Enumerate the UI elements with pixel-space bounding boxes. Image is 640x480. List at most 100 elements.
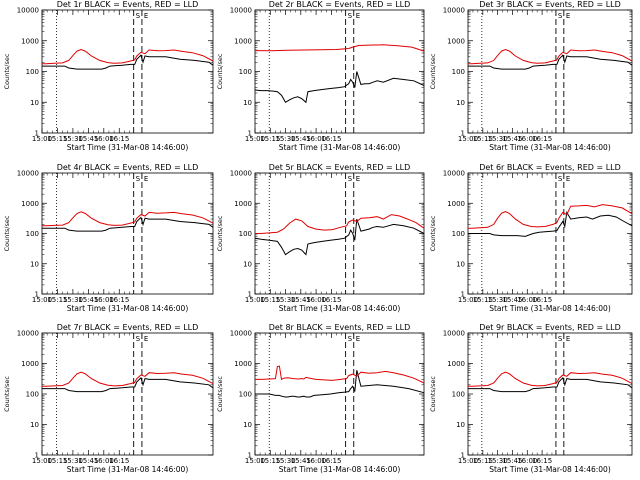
x-tick-label: 15:45 [291, 296, 311, 304]
y-axis-label: Counts/sec [216, 53, 224, 89]
x-tick-label: 15:45 [78, 457, 98, 465]
x-axis-label: Start Time (31-Mar-08 14:46:00) [489, 143, 611, 152]
panel-det-3: Det 3r BLACK = Events, RED = LLD 1 10 100 10… [429, 0, 633, 152]
x-tick-label: 16:15 [321, 296, 341, 304]
y-tick-label: 10000 [443, 7, 465, 15]
lld-series-line [254, 44, 425, 52]
x-tick-label: 15:30 [488, 135, 508, 143]
y-tick-label: 10 [456, 99, 465, 107]
events-series-line [42, 376, 214, 393]
end-marker-label: E [356, 12, 360, 20]
y-tick-label: 1 [35, 452, 39, 460]
x-tick-label: 15:30 [275, 296, 295, 304]
panel-det-7: Det 7r BLACK = Events, RED = LLD 1 10 100 10… [3, 323, 214, 474]
y-tick-label: 10 [243, 260, 252, 268]
start-marker-label: S [348, 175, 353, 183]
y-tick-label: 10000 [17, 330, 39, 338]
y-axis-label: Counts/sec [216, 376, 224, 412]
y-tick-label: 1000 [21, 200, 39, 208]
x-tick-label: 15:45 [502, 296, 522, 304]
end-marker-label: E [566, 175, 570, 183]
panel-det-8: Det 8r BLACK = Events, RED = LLD 1 10 100 10… [216, 323, 425, 474]
panel-title: Det 2r BLACK = Events, RED = LLD [269, 0, 411, 9]
x-tick-label: 15:00 [245, 135, 265, 143]
x-tick-label: 16:00 [517, 135, 537, 143]
events-series-line [42, 54, 214, 70]
panel-det-2: Det 2r BLACK = Events, RED = LLD 1 10 100 10… [216, 0, 425, 152]
y-tick-label: 1 [248, 130, 252, 138]
y-tick-label: 100 [239, 391, 252, 399]
end-marker-label: E [566, 335, 570, 343]
y-tick-label: 100 [239, 230, 252, 238]
y-tick-label: 1000 [447, 200, 465, 208]
y-tick-label: 10 [243, 99, 252, 107]
x-tick-label: 16:00 [94, 296, 114, 304]
end-marker-label: E [144, 175, 148, 183]
events-series-line [42, 216, 214, 232]
lld-series-line [255, 365, 425, 384]
events-series-line [255, 370, 425, 398]
y-tick-label: 100 [452, 391, 465, 399]
y-tick-label: 10000 [230, 7, 252, 15]
events-series-line [254, 71, 425, 104]
x-tick-label: 15:45 [502, 135, 522, 143]
y-tick-label: 1000 [21, 360, 39, 368]
events-series-line [254, 218, 425, 256]
y-tick-label: 10 [456, 260, 465, 268]
x-tick-label: 15:15 [473, 296, 493, 304]
y-tick-label: 1000 [234, 200, 252, 208]
x-tick-label: 15:15 [47, 296, 67, 304]
x-tick-label: 16:15 [109, 135, 129, 143]
y-tick-label: 1 [35, 291, 39, 299]
y-tick-label: 10 [456, 421, 465, 429]
y-tick-label: 1 [461, 291, 465, 299]
panel-det-6: Det 6r BLACK = Events, RED = LLD 1 10 100 10… [429, 163, 633, 313]
x-axis-label: Start Time (31-Mar-08 14:46:00) [67, 304, 189, 313]
x-tick-label: 15:15 [473, 457, 493, 465]
y-tick-label: 10 [30, 421, 39, 429]
y-tick-label: 100 [26, 230, 39, 238]
x-tick-label: 15:30 [488, 296, 508, 304]
y-tick-label: 10000 [17, 170, 39, 178]
x-tick-label: 16:15 [532, 457, 552, 465]
x-tick-label: 15:30 [275, 135, 295, 143]
y-tick-label: 1 [248, 291, 252, 299]
x-tick-label: 15:00 [32, 135, 52, 143]
x-tick-label: 15:15 [260, 457, 280, 465]
y-tick-label: 1000 [21, 37, 39, 45]
x-tick-label: 16:15 [109, 296, 129, 304]
x-tick-label: 15:15 [260, 135, 280, 143]
x-tick-label: 15:30 [63, 135, 83, 143]
x-tick-label: 16:00 [306, 135, 326, 143]
lld-series-line [42, 211, 214, 227]
panel-title: Det 8r BLACK = Events, RED = LLD [269, 323, 411, 332]
x-tick-label: 15:30 [275, 457, 295, 465]
y-tick-label: 10 [30, 260, 39, 268]
x-tick-label: 15:00 [32, 296, 52, 304]
y-tick-label: 10000 [17, 7, 39, 15]
plot-frame [467, 172, 633, 295]
y-axis-label: Counts/sec [3, 53, 11, 89]
x-tick-label: 16:00 [517, 296, 537, 304]
events-series-line [468, 54, 633, 70]
panel-title: Det 6r BLACK = Events, RED = LLD [479, 163, 621, 172]
start-marker-label: S [136, 175, 141, 183]
x-tick-label: 16:15 [532, 135, 552, 143]
y-tick-label: 1 [248, 452, 252, 460]
x-axis-label: Start Time (31-Mar-08 14:46:00) [489, 465, 611, 474]
panel-title: Det 4r BLACK = Events, RED = LLD [57, 163, 199, 172]
y-tick-label: 1 [461, 452, 465, 460]
panel-title: Det 1r BLACK = Events, RED = LLD [57, 0, 199, 9]
y-tick-label: 1 [461, 130, 465, 138]
y-tick-label: 10 [30, 99, 39, 107]
plot-frame [254, 172, 425, 295]
y-axis-label: Counts/sec [429, 53, 437, 89]
y-tick-label: 1 [35, 130, 39, 138]
x-tick-label: 16:00 [94, 457, 114, 465]
y-axis-label: Counts/sec [429, 215, 437, 251]
x-axis-label: Start Time (31-Mar-08 14:46:00) [489, 304, 611, 313]
panel-title: Det 7r BLACK = Events, RED = LLD [57, 323, 199, 332]
plot-frame [467, 9, 633, 134]
start-marker-label: S [558, 12, 563, 20]
